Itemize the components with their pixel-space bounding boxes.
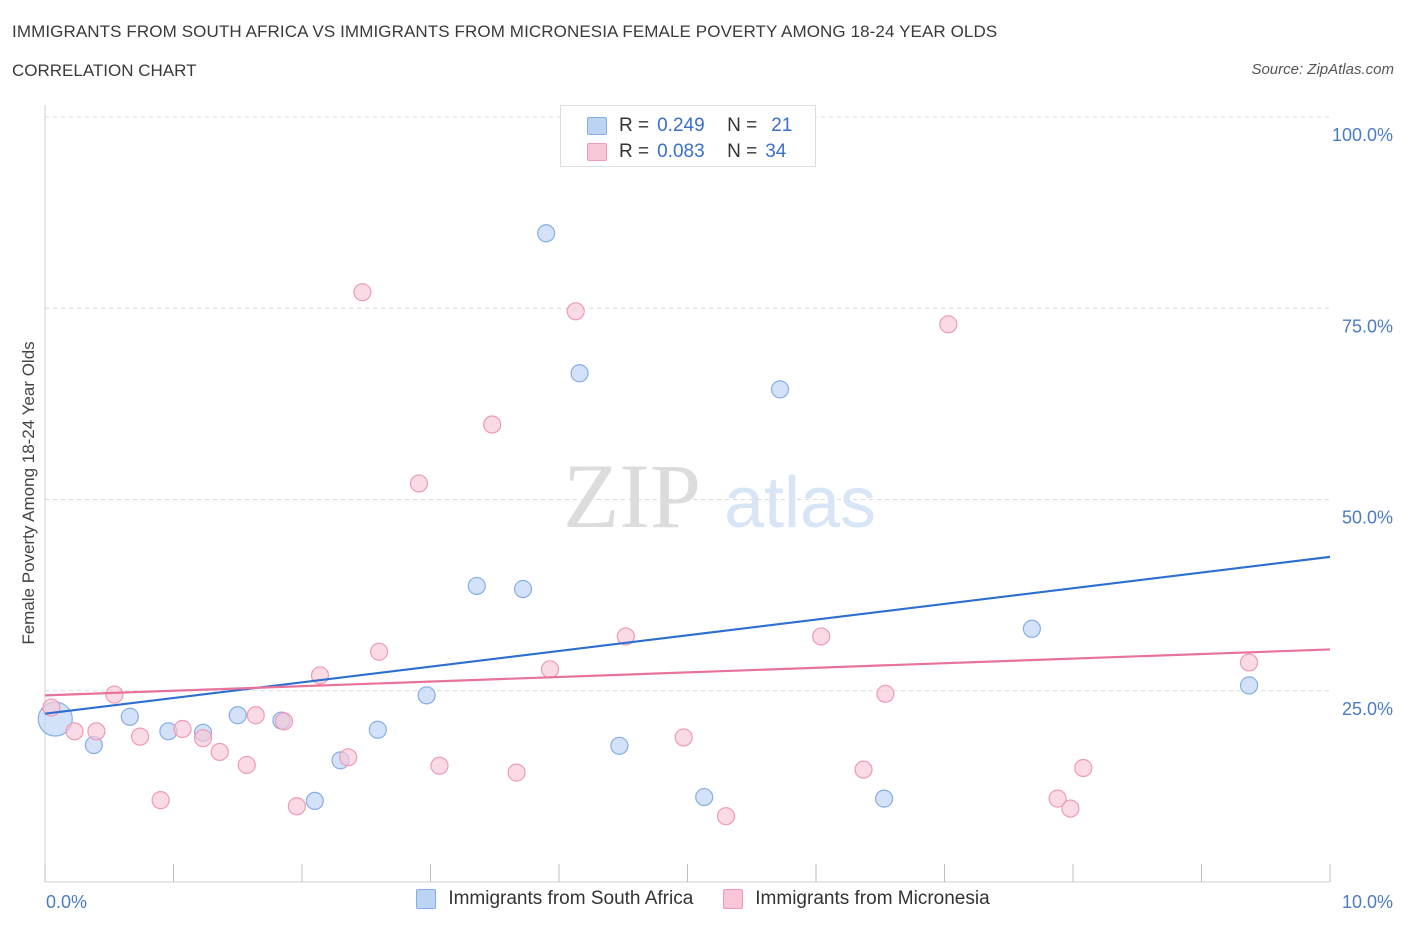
data-point-micronesia xyxy=(674,728,693,747)
data-point-micronesia xyxy=(353,283,372,302)
bottom-legend-micronesia: Immigrants from Micronesia xyxy=(723,888,990,910)
data-point-south-africa xyxy=(467,576,486,596)
data-point-micronesia xyxy=(430,756,449,775)
data-point-micronesia xyxy=(65,722,84,741)
data-point-micronesia xyxy=(274,712,294,731)
legend-n-value-south-africa: 21 xyxy=(771,115,793,136)
data-point-micronesia xyxy=(854,760,873,779)
data-point-south-africa xyxy=(537,224,556,243)
series-micronesia xyxy=(42,283,1259,826)
data-point-micronesia xyxy=(1074,758,1093,778)
data-point-south-africa xyxy=(513,579,533,599)
watermark-zip: ZIP xyxy=(563,445,701,547)
bottom-legend-swatch-micronesia xyxy=(723,889,744,909)
x-tick-label: 10.0% xyxy=(1342,892,1393,912)
legend-r-label: R = xyxy=(619,141,650,162)
data-point-south-africa xyxy=(875,789,894,808)
watermark-atlas: atlas xyxy=(724,463,876,543)
data-point-micronesia xyxy=(812,627,831,646)
trend-lines xyxy=(44,555,1331,715)
legend-r-value-micronesia: 0.083 xyxy=(657,141,705,162)
data-point-south-africa xyxy=(305,791,324,811)
x-tick-labels: 0.0% 10.0% xyxy=(46,892,1393,912)
data-point-south-africa xyxy=(570,364,589,383)
legend-swatch-south-africa xyxy=(587,117,607,135)
bottom-legend-swatch-south-africa xyxy=(416,889,437,909)
data-point-micronesia xyxy=(540,660,560,679)
y-tick-label: 100.0% xyxy=(1332,125,1393,145)
legend-r-value-south-africa: 0.249 xyxy=(657,115,705,136)
axes xyxy=(44,105,1331,883)
data-point-micronesia xyxy=(1048,789,1067,808)
data-point-micronesia xyxy=(370,642,389,661)
data-point-micronesia xyxy=(287,797,306,816)
data-point-micronesia xyxy=(210,742,229,762)
data-point-micronesia xyxy=(1239,653,1259,672)
data-point-micronesia xyxy=(339,748,358,767)
grid-lines xyxy=(45,116,1330,692)
data-point-micronesia xyxy=(616,627,635,646)
bottom-legend-label-south-africa: Immigrants from South Africa xyxy=(448,888,694,909)
legend-n-value-micronesia: 34 xyxy=(765,141,787,162)
y-tick-labels: 25.0% 50.0% 75.0% 100.0% xyxy=(1332,125,1393,719)
data-point-micronesia xyxy=(193,729,213,748)
data-point-south-africa xyxy=(695,787,714,807)
data-point-micronesia xyxy=(246,706,265,725)
data-point-micronesia xyxy=(507,763,526,782)
y-axis-label: Female Poverty Among 18-24 Year Olds xyxy=(19,341,38,644)
legend-r-label: R = xyxy=(619,115,650,136)
data-point-micronesia xyxy=(1061,799,1080,818)
chart-title: IMMIGRANTS FROM SOUTH AFRICA VS IMMIGRAN… xyxy=(12,22,998,41)
y-tick-label: 75.0% xyxy=(1342,316,1393,336)
data-point-micronesia xyxy=(151,791,170,810)
y-tick-label: 25.0% xyxy=(1342,699,1393,719)
data-point-micronesia xyxy=(130,727,150,746)
data-point-micronesia xyxy=(939,315,958,334)
legend-n-label: N = xyxy=(727,115,758,136)
data-point-micronesia xyxy=(87,722,106,741)
bottom-legend-label-micronesia: Immigrants from Micronesia xyxy=(755,888,990,909)
data-point-south-africa xyxy=(120,707,139,726)
data-point-micronesia xyxy=(237,755,256,775)
bottom-legend-south-africa: Immigrants from South Africa xyxy=(416,888,693,910)
data-point-micronesia xyxy=(566,302,585,321)
data-point-south-africa xyxy=(1239,676,1259,695)
chart-subtitle: CORRELATION CHART xyxy=(12,61,197,80)
bottom-legend: Immigrants from South Africa Immigrants … xyxy=(0,888,1406,910)
trend-line-micronesia xyxy=(44,648,1331,697)
chart-source: Source: ZipAtlas.com xyxy=(1251,61,1394,78)
data-point-micronesia xyxy=(105,685,124,704)
data-point-micronesia xyxy=(409,474,429,493)
legend-n-label: N = xyxy=(727,141,758,162)
data-point-south-africa xyxy=(1022,619,1041,638)
data-point-south-africa xyxy=(417,686,436,705)
data-point-south-africa xyxy=(228,706,247,725)
trend-line-south-africa xyxy=(44,555,1331,715)
data-point-micronesia xyxy=(483,415,502,434)
data-point-south-africa xyxy=(368,720,387,739)
data-point-micronesia xyxy=(716,807,736,826)
x-tick-label: 0.0% xyxy=(46,892,87,912)
data-point-south-africa xyxy=(610,736,629,755)
legend-row-south-africa: R = 0.249 N = 21 xyxy=(587,114,792,138)
legend-row-micronesia: R = 0.083 N = 34 xyxy=(587,140,786,164)
data-point-micronesia xyxy=(173,719,192,739)
y-tick-label: 50.0% xyxy=(1342,508,1393,528)
watermark: ZIP atlas xyxy=(563,445,876,547)
legend-box: R = 0.249 N = 21 R = 0.083 N = 34 xyxy=(560,105,816,167)
legend-swatch-micronesia xyxy=(587,143,607,161)
data-point-micronesia xyxy=(876,684,895,703)
data-point-south-africa xyxy=(770,380,790,399)
